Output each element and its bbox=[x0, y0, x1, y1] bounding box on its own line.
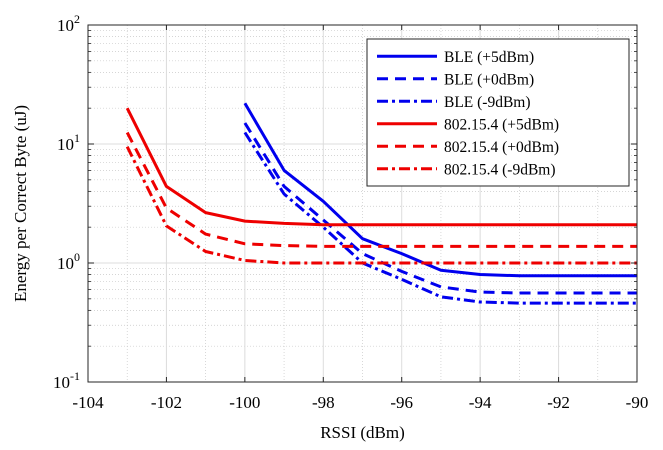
y-tick-label: 102 bbox=[57, 12, 80, 35]
series-layer bbox=[125, 102, 637, 305]
series-line-1 bbox=[243, 122, 637, 295]
y-tick-labels: 10-1 100 101 102 bbox=[53, 12, 80, 392]
y-tick-label: 101 bbox=[57, 131, 80, 154]
x-tick-label: -102 bbox=[151, 393, 182, 412]
x-tick-label: -92 bbox=[547, 393, 570, 412]
x-tick-label: -90 bbox=[626, 393, 649, 412]
x-tick-label: -96 bbox=[390, 393, 413, 412]
x-tick-label: -100 bbox=[229, 393, 260, 412]
legend-entry-label: 802.15.4 (+5dBm) bbox=[444, 116, 559, 133]
legend-entry-label: BLE (+5dBm) bbox=[444, 49, 534, 66]
series-line-4 bbox=[125, 131, 637, 248]
x-tick-label: -104 bbox=[72, 393, 104, 412]
series-line-0 bbox=[243, 102, 637, 278]
x-axis-title: RSSI (dBm) bbox=[320, 423, 405, 442]
minor-grid bbox=[88, 25, 637, 382]
legend: BLE (+5dBm) BLE (+0dBm) BLE (-9dBm) 802.15.… bbox=[366, 38, 630, 187]
legend-entry-label: BLE (-9dBm) bbox=[444, 94, 531, 111]
x-tick-label: -94 bbox=[469, 393, 492, 412]
series-line-3 bbox=[125, 107, 637, 227]
ticks-layer bbox=[87, 24, 638, 383]
x-tick-label: -98 bbox=[312, 393, 335, 412]
x-tick-labels: -104 -102 -100 -98 -96 -94 -92 -90 bbox=[72, 393, 648, 412]
legend-entry-label: 802.15.4 (-9dBm) bbox=[444, 161, 556, 178]
y-axis-title: Energy per Correct Byte (uJ) bbox=[11, 105, 30, 302]
plot-frame bbox=[87, 24, 638, 383]
series-line-5 bbox=[125, 146, 637, 265]
y-tick-label: 100 bbox=[57, 250, 80, 273]
legend-entry-label: 802.15.4 (+0dBm) bbox=[444, 139, 559, 156]
y-tick-label: 10-1 bbox=[53, 369, 80, 392]
legend-box bbox=[366, 38, 630, 187]
legend-entry-label: BLE (+0dBm) bbox=[444, 71, 534, 88]
